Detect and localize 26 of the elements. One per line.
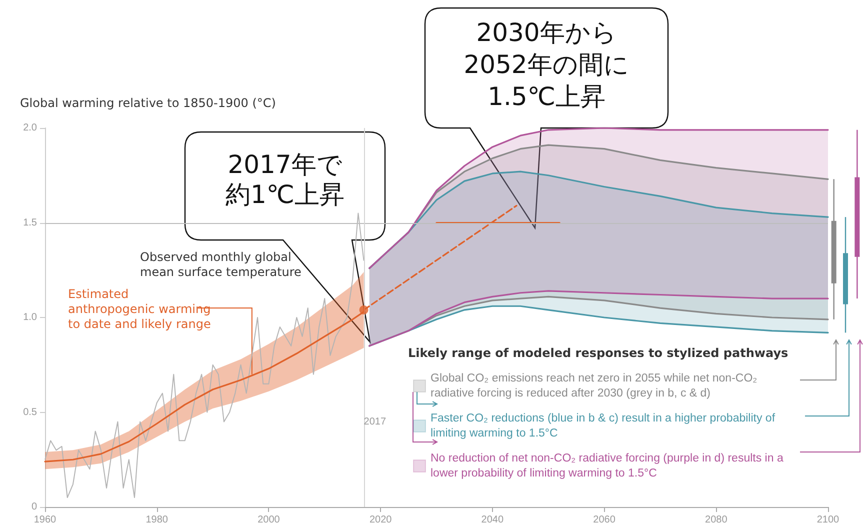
legend-title: Likely range of modeled responses to stylized pathways — [408, 346, 788, 360]
legend-label: No reduction of net non-CO₂ radiative forcing (purple in d) results in a lower probability of limiting warming to 1.5°C — [430, 452, 787, 480]
y-tick-label: 0.5 — [23, 406, 38, 418]
annotation: 約1℃上昇 — [224, 180, 346, 210]
x-tick-label: 2060 — [593, 514, 616, 526]
x-tick-label: 2080 — [705, 514, 728, 526]
x-tick-label: 2100 — [816, 514, 840, 526]
y-axis-title: Global warming relative to 1850-1900 (°C) — [20, 96, 276, 110]
x-tick-label: 1980 — [146, 514, 168, 526]
text: 1.5℃上昇 — [486, 82, 606, 112]
legend-label: Global CO₂ emissions reach net zero in 2055 while net non-CO₂ radiative forcing is reduced after 2030 (grey in b, c & d) — [430, 372, 760, 400]
legend-label: Faster CO₂ reductions (blue in b & c) result in a higher probability of limiting warming to 1.5°C — [430, 412, 778, 440]
annotation: Estimated anthropogenic warming to date and likely range — [68, 287, 212, 332]
ref-line-label: 2017 — [364, 416, 386, 428]
x-tick-label: 2000 — [258, 514, 280, 526]
annotation: 2017年で — [226, 150, 344, 180]
x-tick-label: 2040 — [481, 514, 504, 526]
text: 2030年から — [475, 18, 618, 48]
annotation: Observed monthly global mean surface temperature — [140, 250, 302, 280]
x-tick-label: 2020 — [369, 514, 392, 526]
text: 2052年の間に — [462, 50, 630, 80]
y-tick-label: 0 — [31, 502, 38, 512]
y-tick-label: 1.0 — [23, 312, 38, 323]
y-tick-label: 2.0 — [23, 122, 38, 134]
x-tick-label: 1960 — [34, 514, 57, 526]
y-tick-label: 1.5 — [23, 217, 38, 228]
